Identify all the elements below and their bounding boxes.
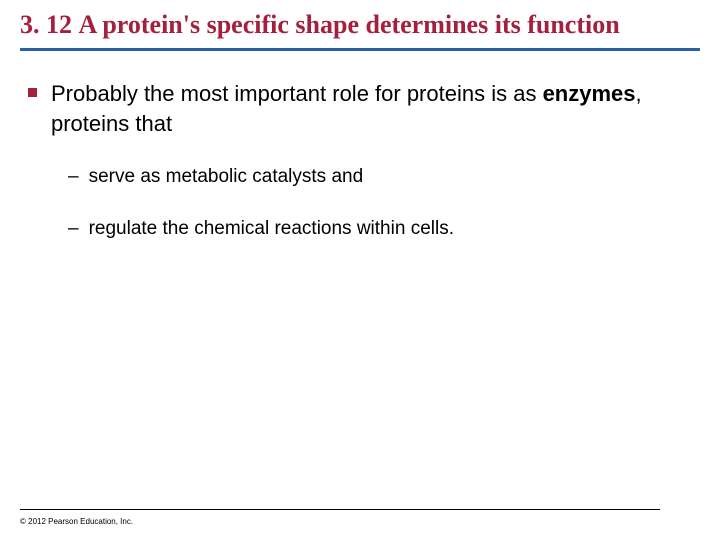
subitem-text: regulate the chemical reactions within c… [89, 216, 454, 242]
copyright-text: © 2012 Pearson Education, Inc. [20, 517, 133, 526]
square-bullet-icon [28, 88, 37, 97]
bullet-level1: Probably the most important role for pro… [28, 79, 680, 138]
bullet-level2: – regulate the chemical reactions within… [68, 216, 680, 242]
title-underline [20, 48, 700, 51]
text-bold: enzymes [543, 81, 636, 106]
subitem-text: serve as metabolic catalysts and [89, 164, 364, 190]
slide-body: Probably the most important role for pro… [20, 79, 700, 242]
bullet-text: Probably the most important role for pro… [51, 79, 680, 138]
title-text: A protein's specific shape determines it… [79, 10, 620, 40]
text-pre: Probably the most important role for pro… [51, 81, 543, 106]
dash-icon: – [68, 216, 79, 242]
bullet-level2: – serve as metabolic catalysts and [68, 164, 680, 190]
title-number: 3. 12 [20, 10, 79, 40]
dash-icon: – [68, 164, 79, 190]
slide: 3. 12 A protein's specific shape determi… [0, 0, 720, 540]
footer-rule [20, 509, 660, 510]
slide-title: 3. 12 A protein's specific shape determi… [20, 10, 700, 46]
sublist: – serve as metabolic catalysts and – reg… [28, 164, 680, 241]
